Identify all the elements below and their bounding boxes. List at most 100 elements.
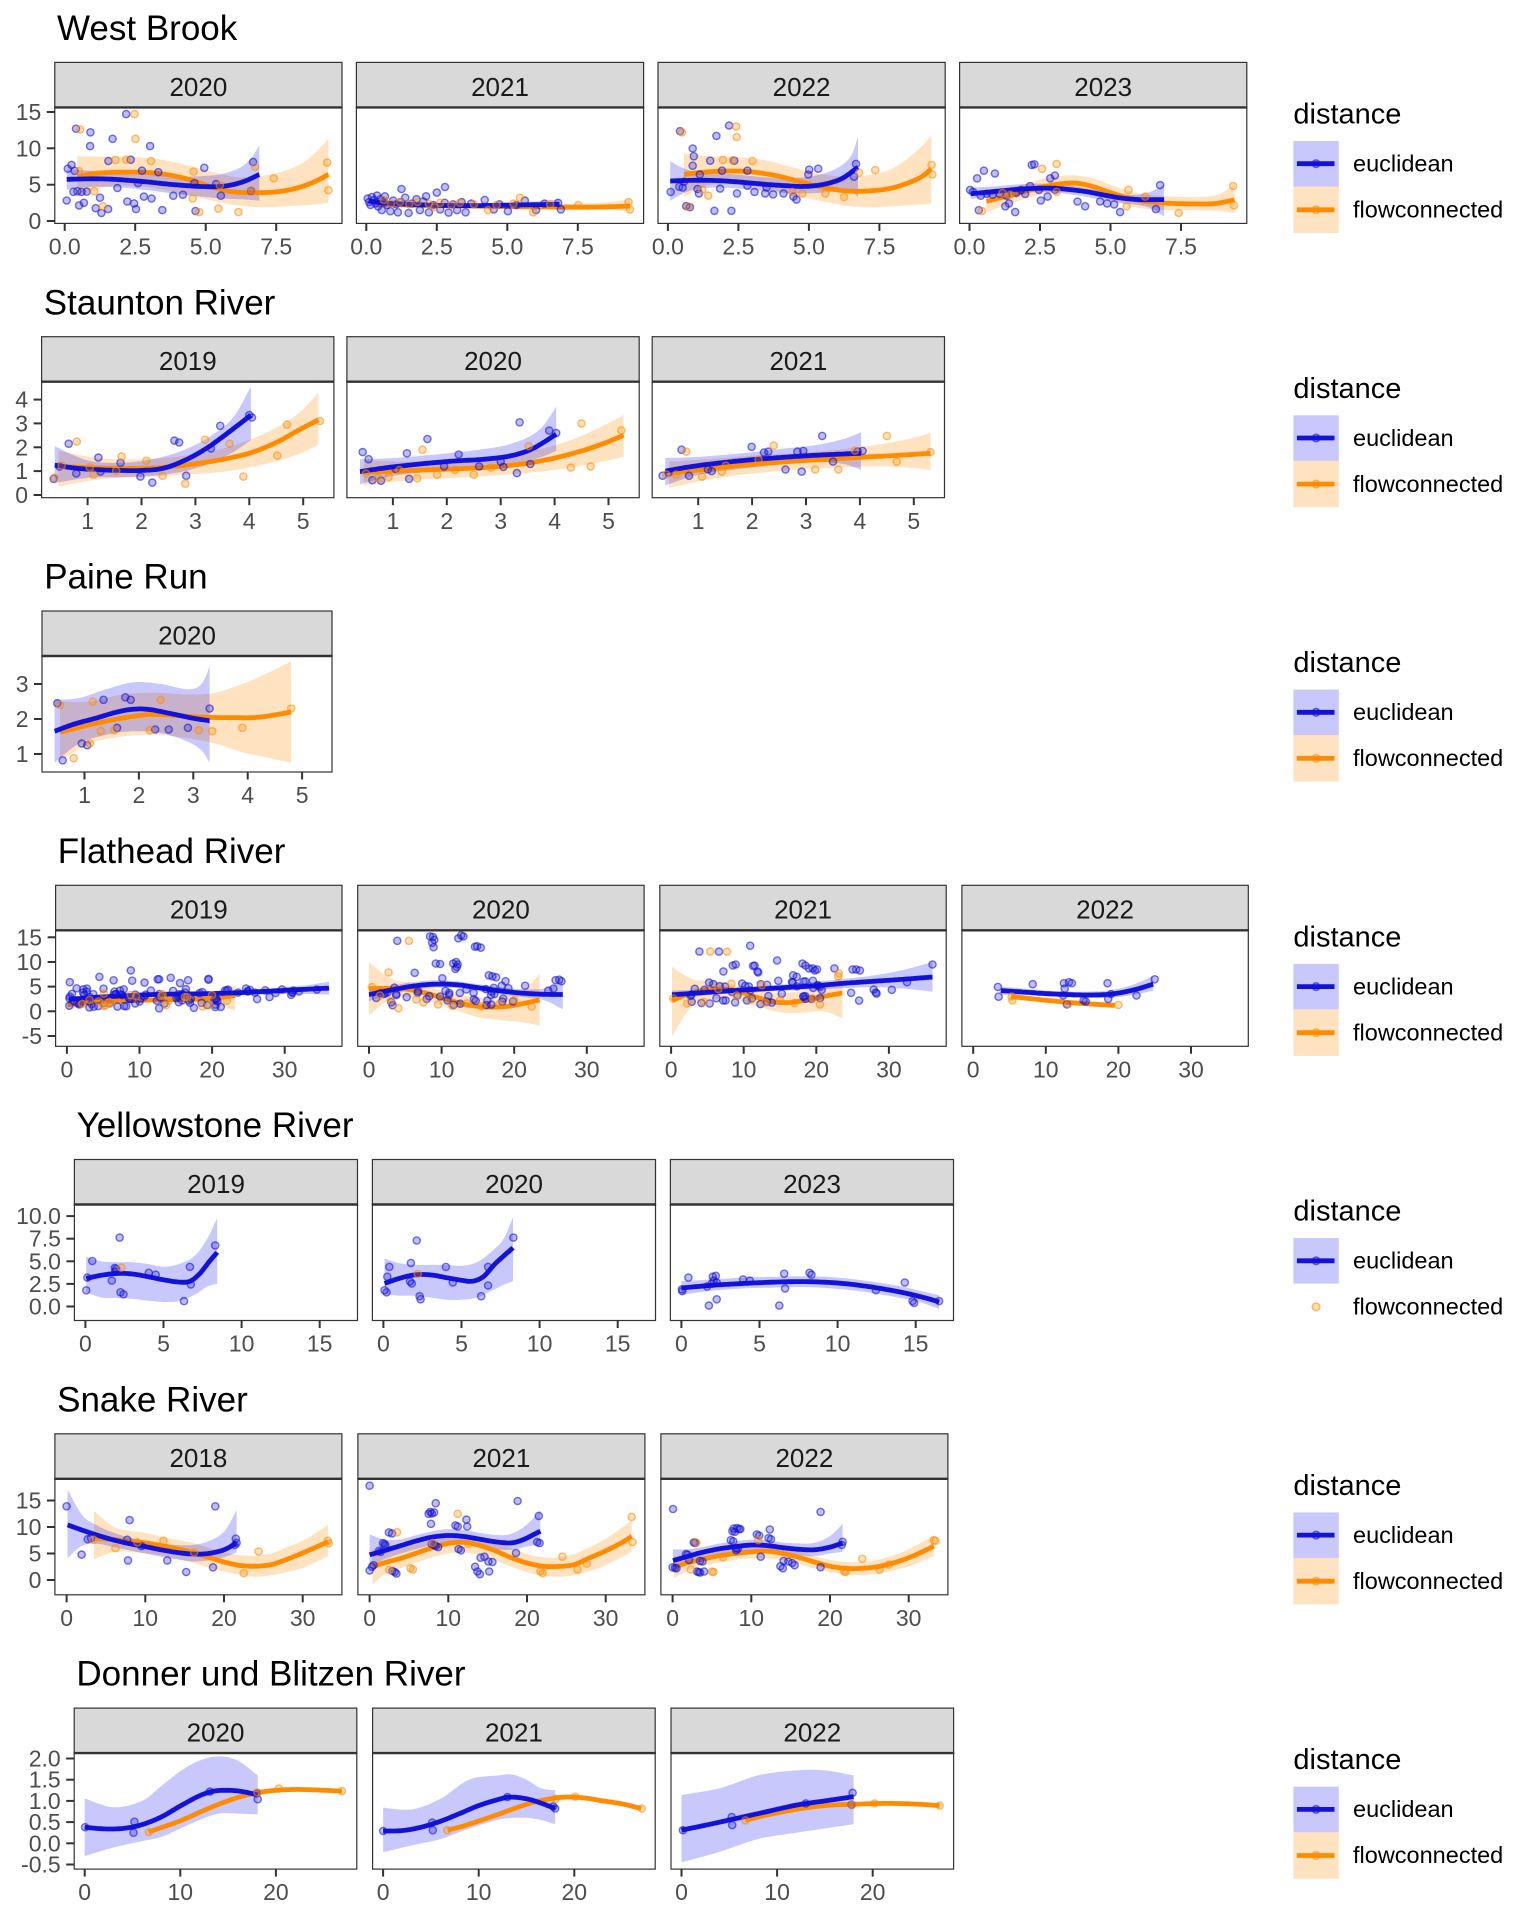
svg-text:distance: distance (1293, 647, 1401, 679)
svg-text:euclidean: euclidean (1353, 425, 1454, 451)
svg-text:20: 20 (817, 1605, 843, 1631)
svg-text:15: 15 (903, 1331, 929, 1357)
svg-text:10: 10 (764, 1879, 790, 1905)
svg-text:20: 20 (804, 1056, 830, 1082)
svg-text:20: 20 (211, 1605, 237, 1631)
svg-text:Yellowstone River: Yellowstone River (77, 1106, 354, 1145)
svg-text:flowconnected: flowconnected (1353, 1842, 1503, 1868)
svg-text:distance: distance (1293, 1744, 1401, 1776)
svg-text:4: 4 (15, 387, 28, 413)
svg-text:15: 15 (16, 99, 42, 125)
svg-text:euclidean: euclidean (1353, 973, 1454, 999)
svg-text:2021: 2021 (471, 72, 529, 102)
svg-text:2: 2 (16, 706, 29, 732)
svg-text:0: 0 (60, 1605, 73, 1631)
svg-text:1.0: 1.0 (29, 1788, 61, 1814)
svg-text:2018: 2018 (169, 1443, 227, 1473)
svg-text:3: 3 (16, 671, 29, 697)
svg-text:0: 0 (363, 1056, 376, 1082)
svg-text:2021: 2021 (472, 1443, 530, 1473)
svg-text:2: 2 (746, 508, 759, 534)
svg-text:0: 0 (665, 1056, 678, 1082)
svg-text:0: 0 (377, 1879, 390, 1905)
svg-text:30: 30 (876, 1056, 902, 1082)
svg-text:20: 20 (263, 1879, 289, 1905)
svg-text:0: 0 (666, 1605, 679, 1631)
svg-text:-5: -5 (22, 1023, 42, 1049)
svg-text:5.0: 5.0 (793, 234, 825, 260)
svg-text:10: 10 (731, 1056, 757, 1082)
svg-text:2.5: 2.5 (29, 1271, 61, 1297)
svg-text:30: 30 (896, 1605, 922, 1631)
svg-text:2020: 2020 (472, 895, 530, 925)
svg-text:0: 0 (29, 998, 42, 1024)
svg-text:0: 0 (675, 1331, 688, 1357)
svg-text:1.5: 1.5 (29, 1767, 61, 1793)
svg-text:3: 3 (15, 410, 28, 436)
svg-text:euclidean: euclidean (1353, 151, 1454, 177)
svg-text:2.5: 2.5 (1024, 234, 1056, 260)
svg-text:1: 1 (15, 458, 28, 484)
svg-text:5.0: 5.0 (1095, 234, 1127, 260)
svg-text:5: 5 (157, 1331, 170, 1357)
svg-text:4: 4 (548, 508, 561, 534)
svg-text:10: 10 (1033, 1056, 1059, 1082)
svg-text:5: 5 (753, 1331, 766, 1357)
svg-text:0: 0 (363, 1605, 376, 1631)
svg-text:0: 0 (29, 208, 42, 234)
svg-text:0: 0 (79, 1331, 92, 1357)
svg-text:10: 10 (739, 1605, 765, 1631)
svg-text:Staunton River: Staunton River (44, 283, 276, 322)
svg-text:5: 5 (907, 508, 920, 534)
svg-text:1: 1 (78, 782, 91, 808)
svg-text:2021: 2021 (485, 1718, 543, 1748)
svg-text:distance: distance (1293, 1196, 1401, 1228)
svg-text:3: 3 (800, 508, 813, 534)
svg-text:5: 5 (455, 1331, 468, 1357)
svg-text:2020: 2020 (158, 620, 216, 650)
svg-text:5: 5 (602, 508, 615, 534)
svg-text:Flathead River: Flathead River (58, 832, 286, 871)
svg-text:0: 0 (675, 1879, 688, 1905)
svg-text:0: 0 (377, 1331, 390, 1357)
svg-text:5: 5 (29, 1541, 42, 1567)
svg-text:10: 10 (16, 1514, 42, 1540)
svg-text:10: 10 (527, 1331, 553, 1357)
svg-text:10: 10 (466, 1879, 492, 1905)
svg-text:7.5: 7.5 (562, 234, 594, 260)
svg-text:5.0: 5.0 (29, 1248, 61, 1274)
svg-text:0.0: 0.0 (954, 234, 986, 260)
svg-text:2023: 2023 (783, 1169, 841, 1199)
svg-text:1: 1 (81, 508, 94, 534)
svg-text:2020: 2020 (169, 72, 227, 102)
svg-text:10: 10 (16, 135, 42, 161)
svg-text:15: 15 (17, 924, 43, 950)
svg-text:flowconnected: flowconnected (1353, 1294, 1503, 1320)
svg-text:15: 15 (605, 1331, 631, 1357)
svg-text:7.5: 7.5 (863, 234, 895, 260)
svg-text:2: 2 (135, 508, 148, 534)
svg-text:10: 10 (168, 1879, 194, 1905)
svg-text:0.0: 0.0 (652, 234, 684, 260)
svg-text:flowconnected: flowconnected (1353, 471, 1503, 497)
svg-text:7.5: 7.5 (1165, 234, 1197, 260)
svg-text:20: 20 (514, 1605, 540, 1631)
svg-text:15: 15 (307, 1331, 333, 1357)
svg-text:0.5: 0.5 (29, 1809, 61, 1835)
svg-text:10: 10 (429, 1056, 455, 1082)
svg-text:0.0: 0.0 (29, 1294, 61, 1320)
svg-text:2: 2 (440, 508, 453, 534)
svg-text:1: 1 (16, 741, 29, 767)
svg-text:10: 10 (127, 1056, 153, 1082)
svg-text:2022: 2022 (773, 72, 831, 102)
svg-text:0: 0 (967, 1056, 980, 1082)
svg-text:2: 2 (133, 782, 146, 808)
svg-text:West Brook: West Brook (57, 9, 238, 48)
svg-text:5: 5 (29, 974, 42, 1000)
svg-text:20: 20 (199, 1056, 225, 1082)
svg-text:30: 30 (1178, 1056, 1204, 1082)
svg-text:7.5: 7.5 (29, 1226, 61, 1252)
svg-text:4: 4 (241, 782, 254, 808)
svg-text:0: 0 (29, 1567, 42, 1593)
svg-text:2019: 2019 (170, 895, 228, 925)
